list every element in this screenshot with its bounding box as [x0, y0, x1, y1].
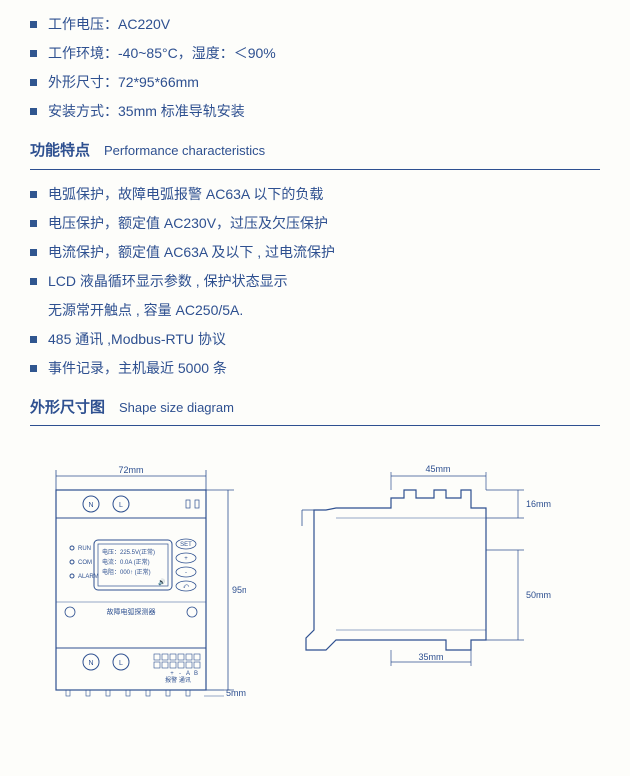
- feature-item: 485 通讯 ,Modbus-RTU 协议: [30, 329, 600, 350]
- svg-text:N: N: [88, 502, 93, 509]
- spec-item: 外形尺寸：72*95*66mm: [30, 72, 600, 93]
- section-title-en: Shape size diagram: [119, 398, 234, 418]
- svg-text:COM: COM: [78, 560, 92, 566]
- svg-text:+: +: [170, 671, 174, 677]
- front-view-diagram: 72mm 95mm N L 电压：225.5V(正常) 电流：0.0A (正常) 电阻：00…: [36, 450, 246, 700]
- svg-text:报警 通讯: 报警 通讯: [165, 676, 191, 684]
- spec-item: 安装方式：35mm 标准导轨安装: [30, 101, 600, 122]
- svg-text:5mm: 5mm: [226, 688, 246, 698]
- feature-item: 事件记录，主机最近 5000 条: [30, 358, 600, 379]
- feature-item: 电压保护，额定值 AC230V，过压及欠压保护: [30, 213, 600, 234]
- spec-list: 工作电压：AC220V 工作环境：-40~85°C，湿度：＜90% 外形尺寸：72*…: [30, 14, 600, 122]
- svg-text:A: A: [186, 671, 190, 677]
- svg-text:72mm: 72mm: [118, 465, 143, 475]
- section-shape: 外形尺寸图 Shape size diagram: [30, 397, 600, 427]
- svg-text:B: B: [194, 671, 198, 677]
- spec-item: 工作电压：AC220V: [30, 14, 600, 35]
- svg-text:电流：0.0A (正常): 电流：0.0A (正常): [102, 558, 150, 566]
- svg-text:电压：225.5V(正常): 电压：225.5V(正常): [102, 548, 155, 556]
- svg-text:50mm: 50mm: [526, 590, 551, 600]
- feature-item: 电弧保护，故障电弧报警 AC63A 以下的负载: [30, 184, 600, 205]
- section-title-zh: 外形尺寸图: [30, 397, 105, 420]
- svg-text:SET: SET: [180, 542, 192, 548]
- svg-text:45mm: 45mm: [425, 464, 450, 474]
- svg-text:⤺: ⤺: [183, 584, 190, 590]
- svg-text:🔊: 🔊: [158, 578, 166, 586]
- feature-list: 电弧保护，故障电弧报警 AC63A 以下的负载电压保护，额定值 AC230V，过…: [30, 184, 600, 379]
- section-performance: 功能特点 Performance characteristics: [30, 140, 600, 170]
- svg-text:95mm: 95mm: [232, 585, 246, 595]
- svg-text:ALARM: ALARM: [78, 574, 99, 580]
- section-title-zh: 功能特点: [30, 140, 90, 163]
- svg-text:L: L: [119, 502, 123, 509]
- svg-text:电阻：000↑ (正常): 电阻：000↑ (正常): [102, 568, 151, 576]
- svg-text:N: N: [88, 660, 93, 667]
- svg-text:35mm: 35mm: [418, 652, 443, 662]
- feature-item-continuation: 无源常开触点 , 容量 AC250/5A.: [48, 300, 600, 321]
- feature-item: 电流保护，额定值 AC63A 及以下 , 过电流保护: [30, 242, 600, 263]
- svg-text:故障电弧探测器: 故障电弧探测器: [107, 607, 156, 616]
- feature-item: LCD 液晶循环显示参数 , 保护状态显示: [30, 271, 600, 292]
- svg-text:RUN: RUN: [78, 546, 91, 552]
- section-title-en: Performance characteristics: [104, 141, 265, 161]
- spec-item: 工作环境：-40~85°C，湿度：＜90%: [30, 43, 600, 64]
- side-view-diagram: 45mm 16mm 50mm 35mm: [276, 450, 556, 670]
- diagram-area: 72mm 95mm N L 电压：225.5V(正常) 电流：0.0A (正常) 电阻：00…: [30, 450, 600, 700]
- svg-text:-: -: [179, 671, 181, 677]
- svg-text:+: +: [184, 556, 188, 562]
- svg-text:L: L: [119, 660, 123, 667]
- svg-text:16mm: 16mm: [526, 499, 551, 509]
- svg-text:-: -: [185, 570, 187, 576]
